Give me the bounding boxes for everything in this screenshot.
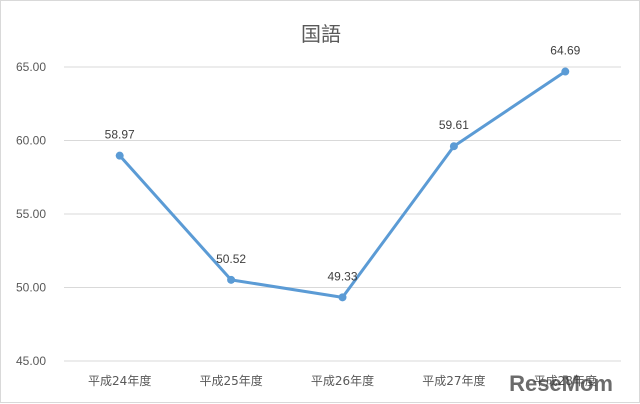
data-point	[115, 151, 124, 160]
series-line	[118, 70, 567, 299]
chart-title: 国語	[301, 22, 341, 46]
y-tick-label: 50.00	[16, 281, 46, 295]
x-category-label: 平成24年度	[88, 373, 151, 388]
data-label: 64.69	[550, 44, 580, 58]
data-point	[227, 275, 236, 284]
gridlines	[64, 66, 621, 362]
data-point	[449, 142, 458, 151]
data-label: 58.97	[105, 128, 135, 142]
data-label: 49.33	[327, 269, 357, 283]
x-category-label: 平成26年度	[311, 373, 374, 388]
y-tick-label: 60.00	[16, 134, 46, 148]
x-category-label: 平成28年度	[534, 373, 597, 388]
x-category-label: 平成25年度	[199, 373, 262, 388]
y-axis-tick-labels: 65.00 60.00 55.00 50.00 45.00	[16, 60, 46, 368]
y-tick-label: 45.00	[16, 354, 46, 368]
data-label: 50.52	[216, 252, 246, 266]
data-label: 59.61	[439, 118, 469, 132]
watermark-logo: ReseMom	[509, 371, 613, 396]
series-layer	[115, 67, 570, 302]
x-axis-category-labels: 平成24年度 平成25年度 平成26年度 平成27年度 平成28年度	[88, 373, 597, 388]
data-labels: 58.97 50.52 49.33 59.61 64.69	[105, 44, 581, 284]
data-point	[338, 293, 347, 302]
y-tick-label: 65.00	[16, 60, 46, 74]
y-tick-label: 55.00	[16, 207, 46, 221]
data-point	[561, 67, 570, 76]
x-category-label: 平成27年度	[422, 373, 485, 388]
